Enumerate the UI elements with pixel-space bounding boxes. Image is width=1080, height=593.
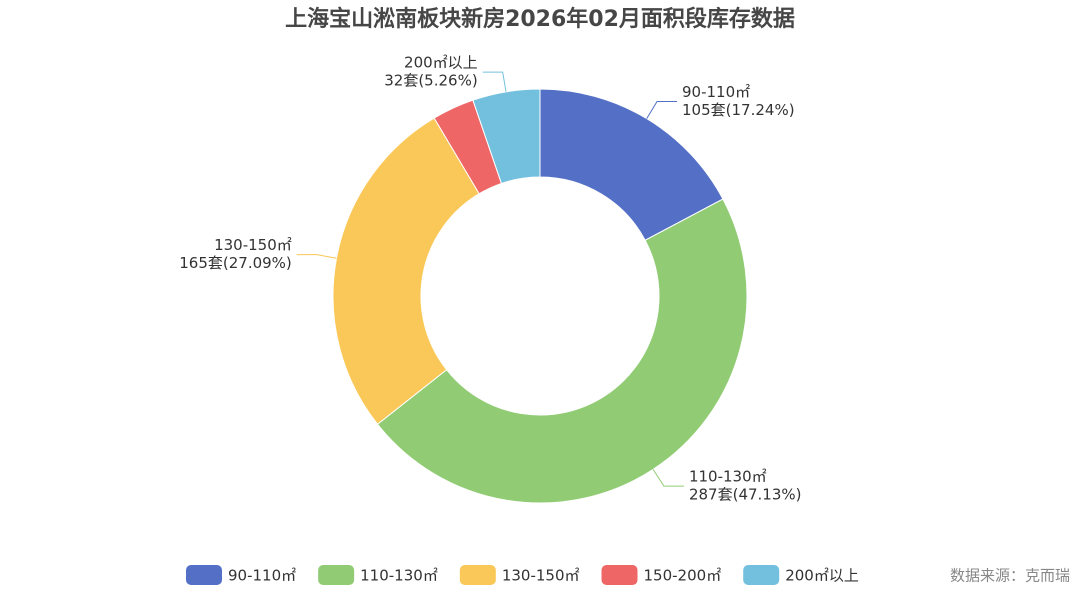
slice-label: 110-130㎡ — [689, 468, 767, 486]
source-note: 数据来源：克而瑞 — [950, 567, 1070, 585]
legend-label: 130-150㎡ — [502, 567, 580, 585]
leader-line — [652, 469, 684, 487]
value-label: 287套(47.13%) — [689, 486, 802, 504]
legend-swatch — [743, 565, 780, 585]
chart-title: 上海宝山淞南板块新房2026年02月面积段库存数据 — [285, 6, 795, 32]
leader-line — [482, 71, 507, 92]
donut-slice — [472, 88, 541, 185]
leader-line — [296, 254, 337, 259]
legend-label: 90-110㎡ — [228, 567, 296, 585]
legend-swatch — [601, 565, 638, 585]
legend-label: 110-130㎡ — [360, 567, 438, 585]
legend-swatch — [318, 565, 355, 585]
value-label: 32套(5.26%) — [384, 72, 477, 90]
legend-swatch — [186, 565, 222, 585]
legend-label: 200㎡以上 — [785, 567, 859, 585]
donut-slice — [332, 117, 480, 425]
slice-label: 130-150㎡ — [214, 236, 292, 254]
slice-label: 200㎡以上 — [404, 54, 478, 72]
legend-label: 150-200㎡ — [644, 567, 722, 585]
legend-swatch — [459, 565, 496, 585]
leader-line — [646, 100, 678, 119]
value-label: 165套(27.09%) — [179, 254, 292, 272]
slice-label: 90-110㎡ — [682, 83, 750, 101]
donut-slice — [376, 198, 748, 504]
value-label: 105套(17.24%) — [682, 101, 795, 119]
